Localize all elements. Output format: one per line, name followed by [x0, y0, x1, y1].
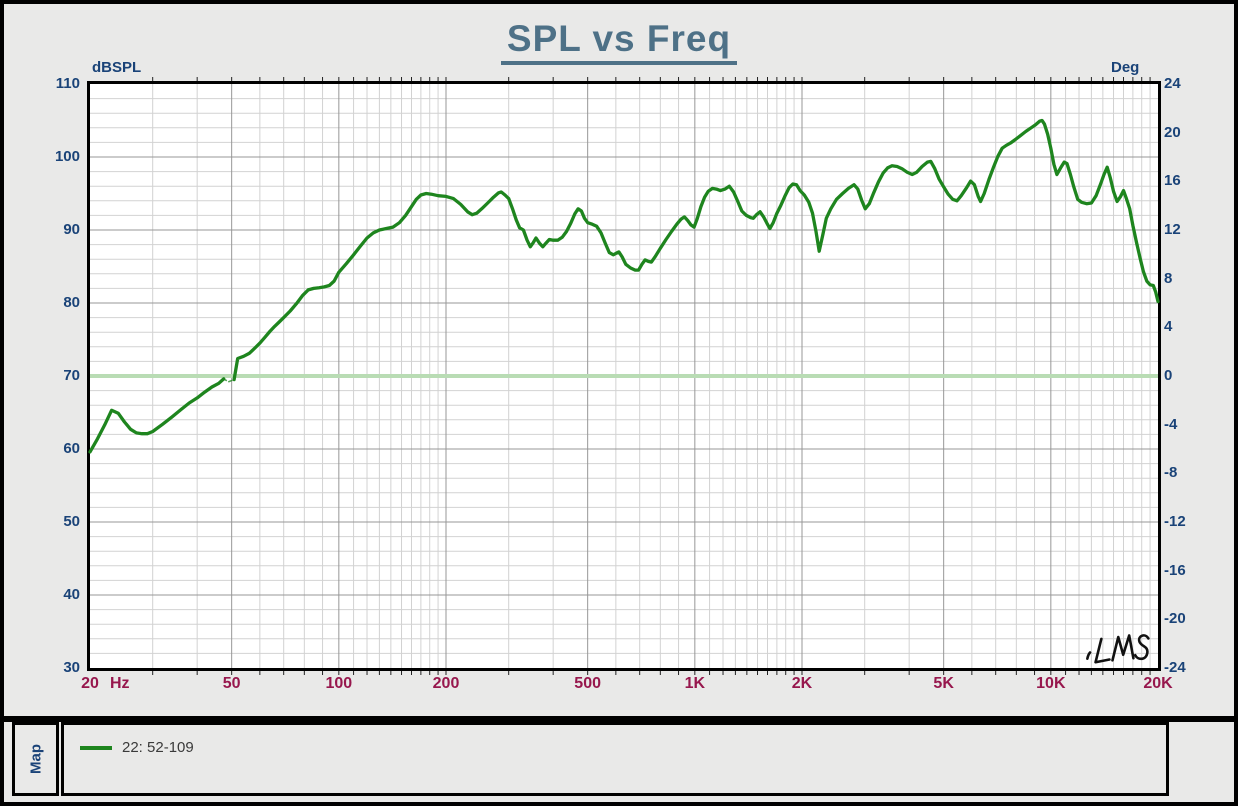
y-right-tick-label: 20 — [1164, 123, 1181, 141]
legend-series-swatch — [80, 745, 112, 750]
lms-logo — [1086, 634, 1150, 664]
legend-panel: 22: 52-109 — [61, 722, 1169, 796]
legend-panel-divider — [4, 716, 1234, 722]
page-title: SPL vs Freq — [4, 18, 1234, 65]
y-left-tick-label: 60 — [63, 440, 80, 457]
y-right-tick-label: 24 — [1164, 75, 1181, 92]
y-left-tick-label: 30 — [63, 659, 80, 676]
y-right-tick-label: -24 — [1164, 659, 1186, 676]
y-right-axis-title: Deg — [1111, 59, 1140, 76]
x-tick-label: 2K — [791, 675, 813, 692]
y-right-tick-label: -4 — [1164, 415, 1178, 433]
y-right-tick-label: 12 — [1164, 221, 1181, 238]
y-left-tick-label: 100 — [54, 148, 80, 165]
y-right-tick-label: 0 — [1164, 367, 1173, 384]
y-right-tick-label: 8 — [1164, 269, 1173, 287]
plot-area — [87, 77, 1161, 675]
y-left-tick-label: 70 — [63, 367, 80, 384]
x-tick-label: 200 — [432, 675, 460, 692]
y-left-tick-label: 40 — [63, 586, 80, 603]
y-right-tick-label: -20 — [1164, 610, 1186, 628]
y-right-tick-label: -16 — [1164, 561, 1186, 579]
y-left-tick-label: 80 — [63, 294, 80, 311]
y-right-tick-label: -12 — [1164, 513, 1186, 530]
y-right-tick-label: 4 — [1164, 318, 1173, 336]
y-right-tick-label: -8 — [1164, 464, 1178, 482]
y-left-tick-label: 110 — [55, 75, 80, 92]
legend-series-label: 22: 52-109 — [122, 739, 194, 756]
x-tick-label: 100 — [325, 675, 353, 692]
x-tick-label: 20K — [1143, 675, 1173, 692]
x-tick-label: 50 — [222, 675, 241, 692]
x-axis-unit: Hz — [110, 675, 130, 692]
y-left-tick-label: 50 — [63, 513, 80, 530]
y-left-axis-title: dBSPL — [92, 59, 142, 76]
map-panel-label: Map — [27, 744, 44, 774]
x-tick-label: 10K — [1036, 675, 1066, 692]
x-tick-label: 5K — [933, 675, 954, 692]
y-left-tick-label: 90 — [63, 221, 80, 238]
y-right-tick-label: 16 — [1164, 172, 1181, 190]
chart-title: SPL vs Freq — [500, 18, 738, 65]
map-panel[interactable]: Map — [12, 722, 59, 796]
x-tick-label: 500 — [574, 675, 602, 692]
x-tick-label: 1K — [684, 675, 706, 692]
x-tick-label: 20 — [81, 675, 99, 692]
legend-entry: 22: 52-109 — [80, 739, 194, 756]
